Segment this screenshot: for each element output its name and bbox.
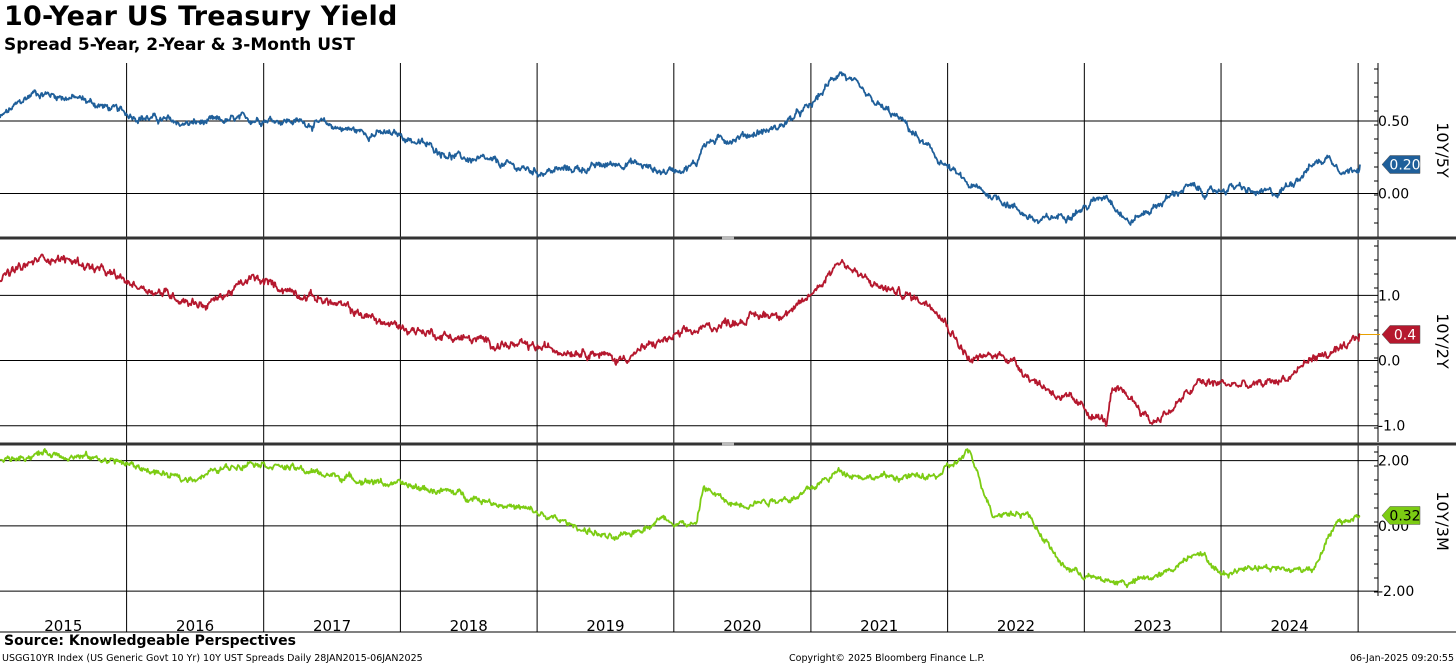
x-tick-label: 2023 [1134, 617, 1172, 635]
last-value-tag-label: 0.32 [1389, 508, 1420, 524]
y-tick-label: -2.00 [1378, 584, 1414, 600]
series-line [0, 71, 1361, 226]
x-tick-label: 2016 [176, 617, 214, 635]
y-tick-label: 0.0 [1378, 354, 1400, 370]
panel-resize-handle [722, 442, 734, 446]
footer-timestamp: 06-Jan-2025 09:20:55 [1350, 653, 1454, 664]
chart-title: 10-Year US Treasury Yield [4, 1, 398, 32]
y-tick-label: -1.0 [1378, 419, 1405, 435]
footer-description: USGG10YR Index (US Generic Govt 10 Yr) 1… [2, 653, 423, 664]
y-tick-label: 0.00 [1378, 187, 1409, 203]
chart-subtitle: Spread 5-Year, 2-Year & 3-Month UST [4, 35, 355, 55]
series-line [0, 447, 1361, 589]
y-tick-label: 0.50 [1378, 114, 1409, 130]
last-value-tag: 0.4 [1360, 325, 1421, 344]
footer-copyright: Copyright© 2025 Bloomberg Finance L.P. [789, 653, 985, 664]
last-value-tag-box [1381, 506, 1421, 525]
x-tick-label: 2015 [44, 617, 82, 635]
last-value-tag-label: 0.20 [1389, 158, 1420, 174]
y-axis-label: 10Y/2Y [1433, 313, 1452, 369]
x-tick-label: 2020 [723, 617, 761, 635]
panel-resize-handle [722, 236, 734, 240]
x-tick-label: 2024 [1270, 617, 1308, 635]
source-note: Source: Knowledgeable Perspectives [4, 633, 296, 649]
last-value-tag-box [1381, 325, 1421, 344]
y-tick-label: 1.0 [1378, 288, 1400, 304]
x-tick-label: 2019 [586, 617, 624, 635]
series-line [0, 253, 1361, 427]
x-tick-label: 2022 [997, 617, 1035, 635]
last-value-tag: 0.32 [1381, 506, 1421, 525]
last-value-tag-label: 0.4 [1394, 327, 1416, 343]
y-axis-label: 10Y/3M [1433, 491, 1452, 551]
y-tick-label: 2.00 [1378, 454, 1409, 470]
x-tick-label: 2018 [450, 617, 488, 635]
last-value-tag: 0.20 [1381, 155, 1421, 174]
last-value-tag-box [1381, 155, 1421, 174]
y-axis-label: 10Y/5Y [1433, 122, 1452, 178]
x-tick-label: 2021 [860, 617, 898, 635]
x-tick-label: 2017 [313, 617, 351, 635]
